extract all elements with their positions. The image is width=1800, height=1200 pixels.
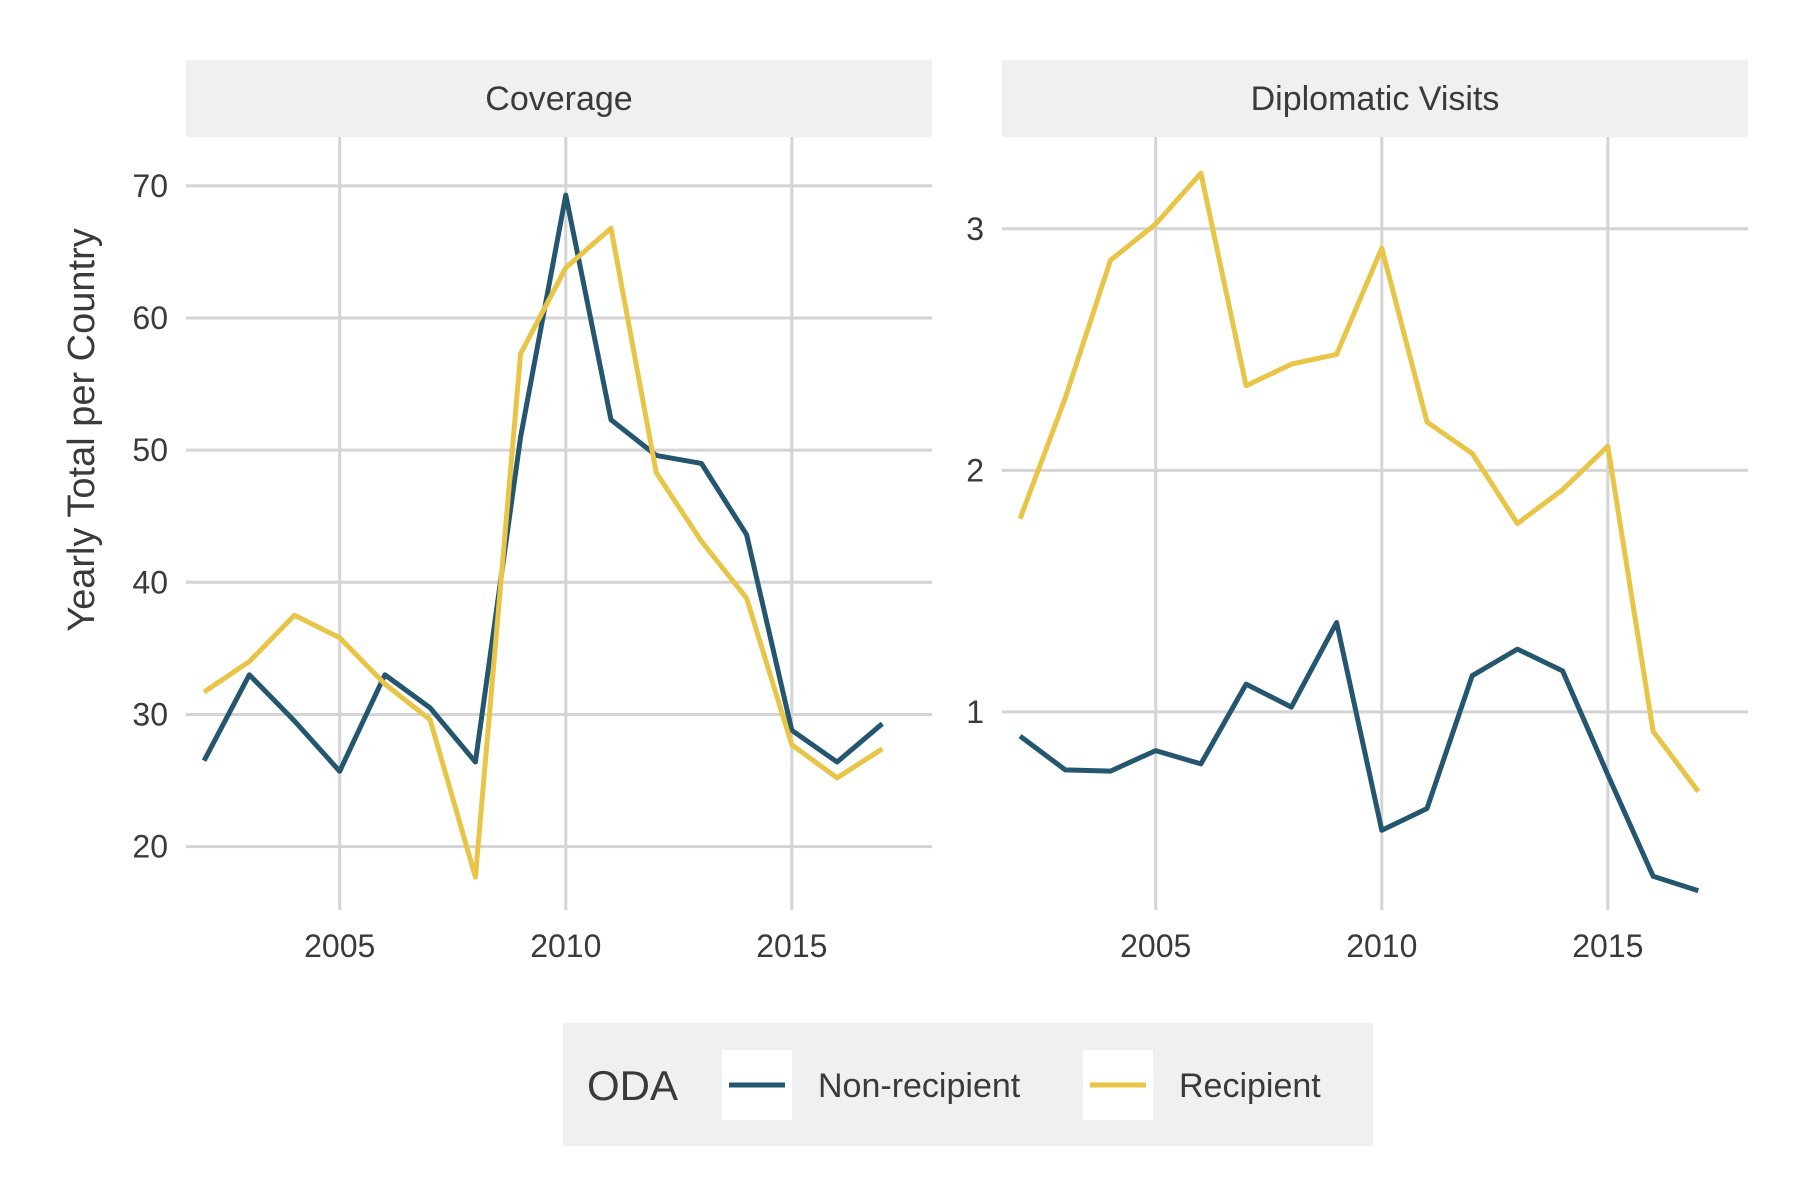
data-point-non-recipient — [382, 672, 388, 678]
data-point-recipient — [1062, 395, 1068, 401]
y-tick-label: 30 — [132, 696, 168, 732]
legend-title: ODA — [587, 1062, 678, 1109]
panel-coverage: Coverage 20 30 40 50 60 70 2005 2010 2015 — [132, 60, 932, 964]
x-tick-label: 2015 — [756, 928, 827, 964]
data-point-non-recipient — [834, 759, 840, 765]
data-point-non-recipient — [698, 460, 704, 466]
data-point-recipient — [653, 470, 659, 476]
x-tick-label: 2015 — [1572, 928, 1643, 964]
data-point-non-recipient — [563, 192, 569, 198]
y-axis-label: Yearly Total per Country — [61, 228, 103, 631]
data-point-recipient — [1334, 351, 1340, 357]
data-point-non-recipient — [1514, 646, 1520, 652]
data-point-recipient — [744, 595, 750, 601]
data-point-non-recipient — [1560, 668, 1566, 674]
legend: ODA Non-recipient Recipient — [563, 1023, 1373, 1146]
data-point-recipient — [879, 746, 885, 752]
x-tick-label: 2005 — [304, 928, 375, 964]
y-tick-label: 1 — [966, 694, 984, 730]
y-tick-label: 2 — [966, 452, 984, 488]
data-point-non-recipient — [292, 718, 298, 724]
data-point-recipient — [201, 689, 207, 695]
data-point-non-recipient — [1379, 827, 1385, 833]
data-point-non-recipient — [1017, 733, 1023, 739]
data-point-recipient — [292, 612, 298, 618]
data-point-recipient — [427, 717, 433, 723]
data-point-recipient — [382, 681, 388, 687]
data-point-recipient — [472, 874, 478, 880]
data-point-non-recipient — [879, 721, 885, 727]
data-point-recipient — [789, 742, 795, 748]
data-point-non-recipient — [1153, 748, 1159, 754]
data-point-recipient — [1108, 257, 1114, 263]
data-point-recipient — [1017, 516, 1023, 522]
data-point-recipient — [1605, 443, 1611, 449]
data-point-recipient — [1153, 221, 1159, 227]
data-point-recipient — [1560, 487, 1566, 493]
x-tick-label: 2010 — [530, 928, 601, 964]
data-point-recipient — [1469, 450, 1475, 456]
data-point-non-recipient — [427, 705, 433, 711]
data-point-non-recipient — [1108, 768, 1114, 774]
data-point-non-recipient — [744, 532, 750, 538]
data-point-recipient — [1424, 419, 1430, 425]
data-point-non-recipient — [518, 434, 524, 440]
data-point-recipient — [518, 351, 524, 357]
data-point-recipient — [1379, 245, 1385, 251]
data-point-non-recipient — [1469, 673, 1475, 679]
facet-strip — [1002, 60, 1748, 137]
data-point-non-recipient — [201, 758, 207, 764]
data-point-recipient — [337, 635, 343, 641]
data-point-non-recipient — [1062, 767, 1068, 773]
y-tick-label: 70 — [132, 168, 168, 204]
series-line-recipient — [202, 225, 884, 880]
data-point-non-recipient — [337, 768, 343, 774]
data-point-non-recipient — [1605, 772, 1611, 778]
data-point-recipient — [834, 775, 840, 781]
y-tick-label: 3 — [966, 211, 984, 247]
y-tick-label: 20 — [132, 829, 168, 865]
data-point-recipient — [563, 265, 569, 271]
x-tick-label: 2005 — [1120, 928, 1191, 964]
data-point-non-recipient — [1198, 761, 1204, 767]
data-point-non-recipient — [1424, 806, 1430, 812]
data-point-recipient — [1695, 789, 1701, 795]
data-point-recipient — [246, 659, 252, 665]
data-point-non-recipient — [246, 672, 252, 678]
legend-label-recipient: Recipient — [1179, 1067, 1321, 1105]
data-point-recipient — [1243, 383, 1249, 389]
data-point-recipient — [608, 225, 614, 231]
data-point-non-recipient — [608, 417, 614, 423]
legend-background — [563, 1023, 1373, 1146]
data-point-non-recipient — [1695, 888, 1701, 894]
facet-title: Diplomatic Visits — [1251, 80, 1500, 118]
legend-label-non-recipient: Non-recipient — [818, 1067, 1021, 1105]
facet-strip — [186, 60, 932, 137]
data-point-recipient — [1650, 728, 1656, 734]
series-line-recipient — [1017, 170, 1701, 794]
facet-title: Coverage — [485, 80, 632, 118]
y-tick-label: 40 — [132, 564, 168, 600]
data-point-non-recipient — [472, 759, 478, 765]
data-point-recipient — [1288, 361, 1294, 367]
data-point-recipient — [1514, 521, 1520, 527]
y-tick-label: 60 — [132, 300, 168, 336]
data-point-non-recipient — [1334, 620, 1340, 626]
data-point-non-recipient — [1288, 704, 1294, 710]
data-point-recipient — [1198, 170, 1204, 176]
data-point-non-recipient — [1650, 873, 1656, 879]
series-line-non-recipient — [201, 192, 884, 774]
panel-diplomatic-visits: Diplomatic Visits 1 2 3 2005 2010 2015 — [966, 60, 1748, 964]
data-point-non-recipient — [1243, 681, 1249, 687]
x-tick-label: 2010 — [1346, 928, 1417, 964]
series-line-non-recipient — [1018, 620, 1700, 894]
data-point-recipient — [698, 538, 704, 544]
y-tick-label: 50 — [132, 432, 168, 468]
